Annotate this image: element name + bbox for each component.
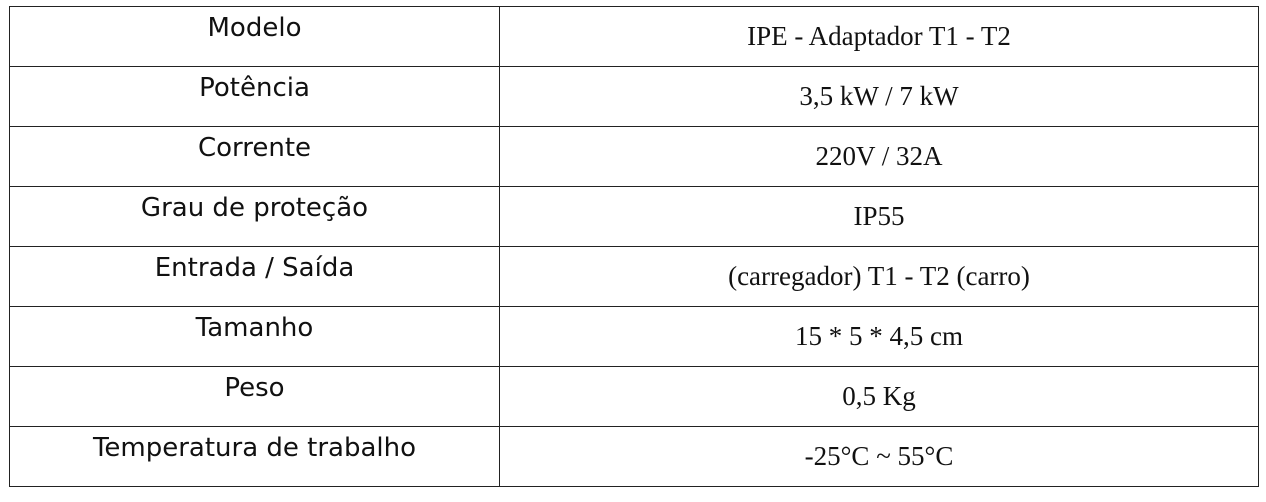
spec-label: Potência bbox=[9, 66, 500, 127]
table-row: Tamanho 15 * 5 * 4,5 cm bbox=[9, 306, 1259, 367]
spec-value: IPE - Adaptador T1 - T2 bbox=[499, 6, 1259, 67]
table-row: Peso 0,5 Kg bbox=[9, 366, 1259, 427]
spec-value: (carregador) T1 - T2 (carro) bbox=[499, 246, 1259, 307]
spec-label: Corrente bbox=[9, 126, 500, 187]
spec-label: Modelo bbox=[9, 6, 500, 67]
spec-value: 0,5 Kg bbox=[499, 366, 1259, 427]
spec-value: 15 * 5 * 4,5 cm bbox=[499, 306, 1259, 367]
spec-label: Peso bbox=[9, 366, 500, 427]
spec-value: 220V / 32A bbox=[499, 126, 1259, 187]
table-row: Grau de proteção IP55 bbox=[9, 186, 1259, 247]
table-row: Potência 3,5 kW / 7 kW bbox=[9, 66, 1259, 127]
table-row: Temperatura de trabalho -25°C ~ 55°C bbox=[9, 426, 1259, 487]
spec-label: Grau de proteção bbox=[9, 186, 500, 247]
table-row: Entrada / Saída (carregador) T1 - T2 (car… bbox=[9, 246, 1259, 307]
table-row: Corrente 220V / 32A bbox=[9, 126, 1259, 187]
spec-label: Entrada / Saída bbox=[9, 246, 500, 307]
spec-value: IP55 bbox=[499, 186, 1259, 247]
spec-value: 3,5 kW / 7 kW bbox=[499, 66, 1259, 127]
table-row: Modelo IPE - Adaptador T1 - T2 bbox=[9, 6, 1259, 67]
spec-table: Modelo IPE - Adaptador T1 - T2 Potência 3,5… bbox=[9, 6, 1259, 487]
spec-label: Tamanho bbox=[9, 306, 500, 367]
spec-value: -25°C ~ 55°C bbox=[499, 426, 1259, 487]
spec-label: Temperatura de trabalho bbox=[9, 426, 500, 487]
